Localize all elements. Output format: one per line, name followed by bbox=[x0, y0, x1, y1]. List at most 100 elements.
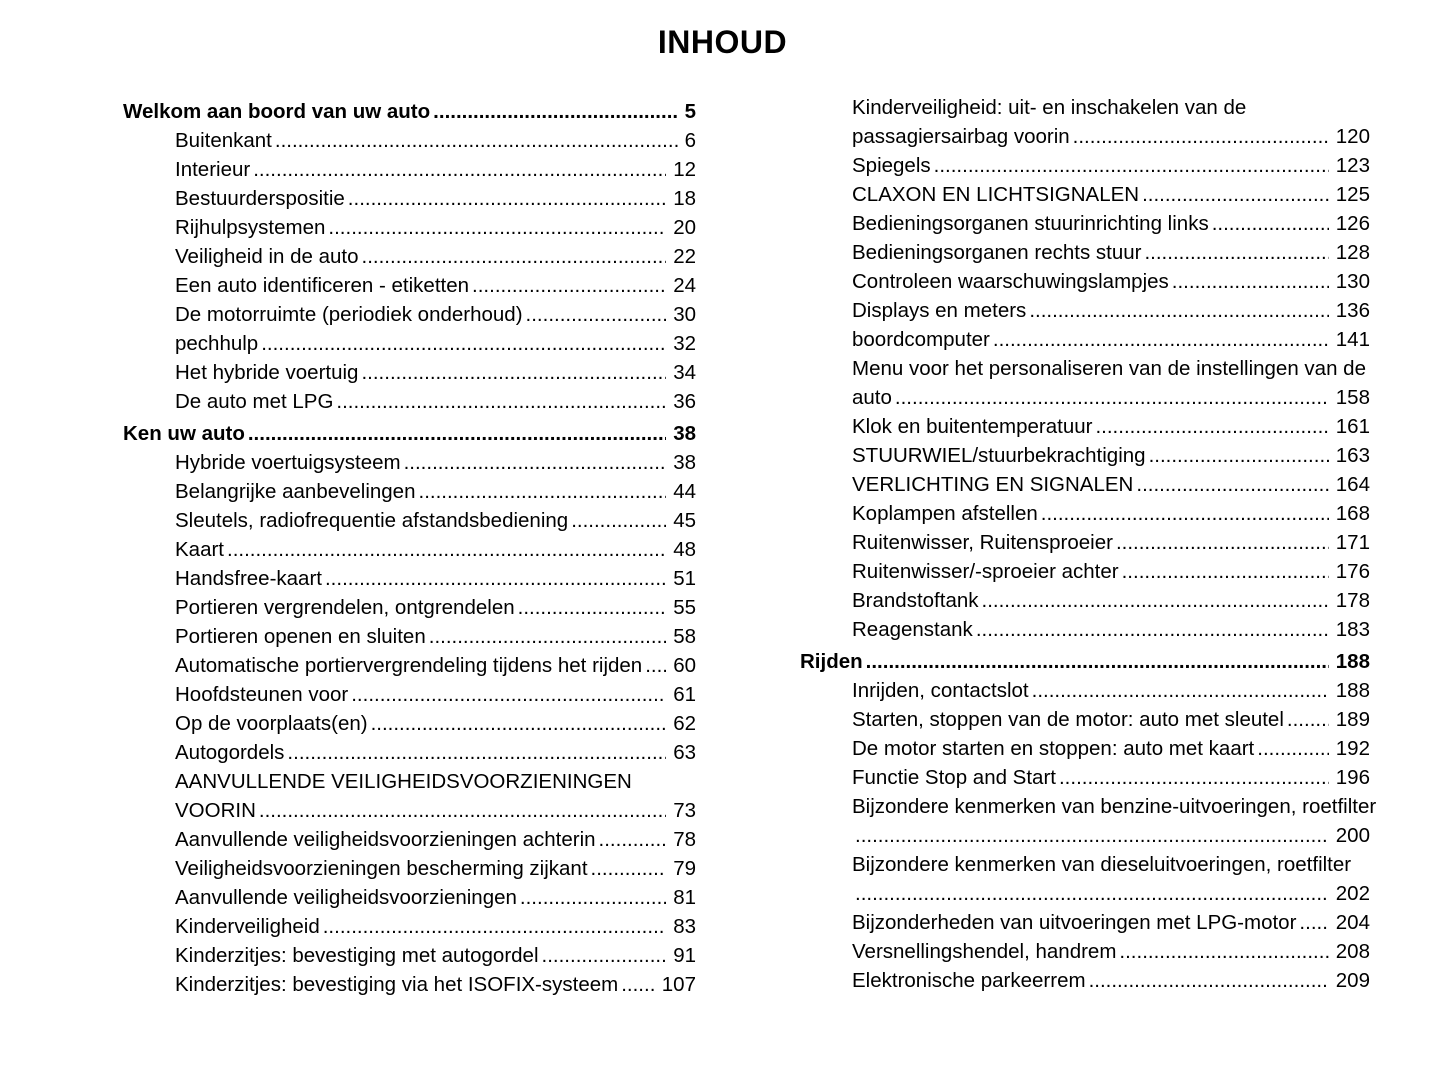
toc-entry: VERLICHTING EN SIGNALEN 164 bbox=[800, 470, 1370, 499]
toc-entry: Bijzondere kenmerken van benzine-uitvoer… bbox=[800, 792, 1376, 821]
toc-entry: Bedieningsorganen stuurinrichting links … bbox=[800, 209, 1370, 238]
toc-entry-page: 83 bbox=[673, 915, 696, 938]
toc-entry: Portieren openen en sluiten 58 bbox=[123, 622, 696, 651]
toc-leader-dots bbox=[227, 535, 666, 564]
toc-entry: Autogordels 63 bbox=[123, 738, 696, 767]
toc-entry: Brandstoftank 178 bbox=[800, 586, 1370, 615]
toc-leader-dots bbox=[895, 383, 1329, 412]
toc-entry: Een auto identificeren - etiketten 24 bbox=[123, 271, 696, 300]
toc-entry-page: 189 bbox=[1335, 708, 1370, 731]
toc-entry: Ken uw auto 38 bbox=[123, 419, 696, 448]
toc-leader-dots bbox=[855, 821, 1329, 850]
toc-entry-label: Versnellingshendel, handrem bbox=[852, 940, 1117, 963]
toc-leader-dots bbox=[526, 300, 667, 329]
toc-entry-page: 178 bbox=[1335, 589, 1370, 612]
toc-entry: Portieren vergrendelen, ontgrendelen 55 bbox=[123, 593, 696, 622]
toc-entry-page: 130 bbox=[1335, 270, 1370, 293]
toc-entry: Buitenkant 6 bbox=[123, 126, 696, 155]
toc-entry-label: Handsfree-kaart bbox=[175, 567, 322, 590]
toc-entry: Het hybride voertuig 34 bbox=[123, 358, 696, 387]
toc-entry-page: 176 bbox=[1335, 560, 1370, 583]
toc-leader-dots bbox=[645, 651, 666, 680]
toc-entry-page: 58 bbox=[673, 625, 696, 648]
toc-entry: AANVULLENDE VEILIGHEIDSVOORZIENINGEN bbox=[123, 767, 696, 796]
toc-leader-dots bbox=[1029, 296, 1328, 325]
toc-column-left: Welkom aan boord van uw auto 5 Buitenkan… bbox=[123, 97, 696, 999]
toc-leader-dots bbox=[982, 586, 1329, 615]
toc-entry-label: CLAXON EN LICHTSIGNALEN bbox=[852, 183, 1140, 206]
toc-entry: Versnellingshendel, handrem 208 bbox=[800, 937, 1370, 966]
toc-leader-dots bbox=[591, 854, 667, 883]
toc-entry-label: Controleen waarschuwingslampjes bbox=[852, 270, 1169, 293]
toc-leader-dots bbox=[1287, 705, 1329, 734]
toc-entry-page: 125 bbox=[1335, 183, 1370, 206]
toc-leader-dots bbox=[248, 419, 666, 448]
toc-entry: Starten, stoppen van de motor: auto met … bbox=[800, 705, 1370, 734]
toc-entry-page: 18 bbox=[673, 187, 696, 210]
toc-entry-page: 120 bbox=[1335, 125, 1370, 148]
toc-entry-page: 12 bbox=[673, 158, 696, 181]
toc-entry-page: 126 bbox=[1335, 212, 1370, 235]
toc-entry-page: 192 bbox=[1335, 737, 1370, 760]
toc-entry-label: Bijzondere kenmerken van dieseluitvoerin… bbox=[852, 853, 1352, 876]
toc-entry-label: Displays en meters bbox=[852, 299, 1027, 322]
toc-entry-page: 55 bbox=[673, 596, 696, 619]
toc-leader-dots bbox=[371, 709, 667, 738]
toc-leader-dots bbox=[275, 126, 678, 155]
toc-entry: Veiligheid in de auto 22 bbox=[123, 242, 696, 271]
toc-entry-label: auto bbox=[852, 386, 892, 409]
toc-leader-dots bbox=[287, 738, 666, 767]
toc-entry-label: Klok en buitentemperatuur bbox=[852, 415, 1093, 438]
toc-entry: Sleutels, radiofrequentie afstandsbedien… bbox=[123, 506, 696, 535]
toc-leader-dots bbox=[328, 213, 666, 242]
toc-entry-label: AANVULLENDE VEILIGHEIDSVOORZIENINGEN bbox=[175, 770, 632, 793]
toc-entry: Interieur 12 bbox=[123, 155, 696, 184]
toc-entry-page: 63 bbox=[673, 741, 696, 764]
toc-entry-label: De motor starten en stoppen: auto met ka… bbox=[852, 737, 1255, 760]
toc-entry: Controleen waarschuwingslampjes 130 bbox=[800, 267, 1370, 296]
toc-entry-label: Kinderveiligheid: uit- en inschakelen va… bbox=[852, 96, 1247, 119]
toc-entry: Automatische portiervergrendeling tijden… bbox=[123, 651, 696, 680]
toc-entry: Veiligheidsvoorzieningen bescherming zij… bbox=[123, 854, 696, 883]
toc-entry-page: 208 bbox=[1335, 940, 1370, 963]
toc-entry-page: 158 bbox=[1335, 386, 1370, 409]
toc-leader-dots bbox=[1059, 763, 1329, 792]
toc-leader-dots bbox=[599, 825, 667, 854]
toc-entry-page: 24 bbox=[673, 274, 696, 297]
toc-entry-page: 79 bbox=[673, 857, 696, 880]
toc-entry-label: VOORIN bbox=[175, 799, 256, 822]
toc-leader-dots bbox=[261, 329, 666, 358]
toc-entry-page: 51 bbox=[673, 567, 696, 590]
toc-entry-label: Kinderveiligheid bbox=[175, 915, 320, 938]
toc-entry-label: Kaart bbox=[175, 538, 224, 561]
toc-entry-label: Elektronische parkeerrem bbox=[852, 969, 1086, 992]
toc-entry-label: Functie Stop and Start bbox=[852, 766, 1056, 789]
toc-entry-label: Rijhulpsystemen bbox=[175, 216, 326, 239]
toc-entry-label: Hoofdsteunen voor bbox=[175, 683, 349, 706]
toc-entry: Elektronische parkeerrem 209 bbox=[800, 966, 1370, 995]
toc-entry-label: pechhulp bbox=[175, 332, 259, 355]
toc-entry-label: Bestuurderspositie bbox=[175, 187, 345, 210]
toc-entry: passagiersairbag voorin 120 bbox=[800, 122, 1370, 151]
toc-entry-page: 161 bbox=[1335, 415, 1370, 438]
toc-entry-page: 20 bbox=[673, 216, 696, 239]
toc-leader-dots bbox=[429, 622, 666, 651]
toc-entry-label: VERLICHTING EN SIGNALEN bbox=[852, 473, 1134, 496]
toc-entry: Rijden 188 bbox=[800, 647, 1370, 676]
toc-entry: Aanvullende veiligheidsvoorzieningen ach… bbox=[123, 825, 696, 854]
toc-leader-dots bbox=[1119, 937, 1328, 966]
toc-entry-page: 32 bbox=[673, 332, 696, 355]
toc-entry-page: 171 bbox=[1335, 531, 1370, 554]
toc-entry-page: 163 bbox=[1335, 444, 1370, 467]
toc-leader-dots bbox=[1212, 209, 1329, 238]
toc-entry: boordcomputer 141 bbox=[800, 325, 1370, 354]
toc-entry-page: 60 bbox=[673, 654, 696, 677]
toc-entry-label: Sleutels, radiofrequentie afstandsbedien… bbox=[175, 509, 569, 532]
toc-entry-label: Kinderzitjes: bevestiging met autogordel bbox=[175, 944, 539, 967]
toc-entry: Belangrijke aanbevelingen 44 bbox=[123, 477, 696, 506]
toc-entry: auto 158 bbox=[800, 383, 1370, 412]
toc-entry-label: Kinderzitjes: bevestiging via het ISOFIX… bbox=[175, 973, 619, 996]
toc-entry-page: 128 bbox=[1335, 241, 1370, 264]
toc-entry-page: 107 bbox=[661, 973, 696, 996]
toc-entry-label: Menu voor het personaliseren van de inst… bbox=[852, 357, 1366, 380]
